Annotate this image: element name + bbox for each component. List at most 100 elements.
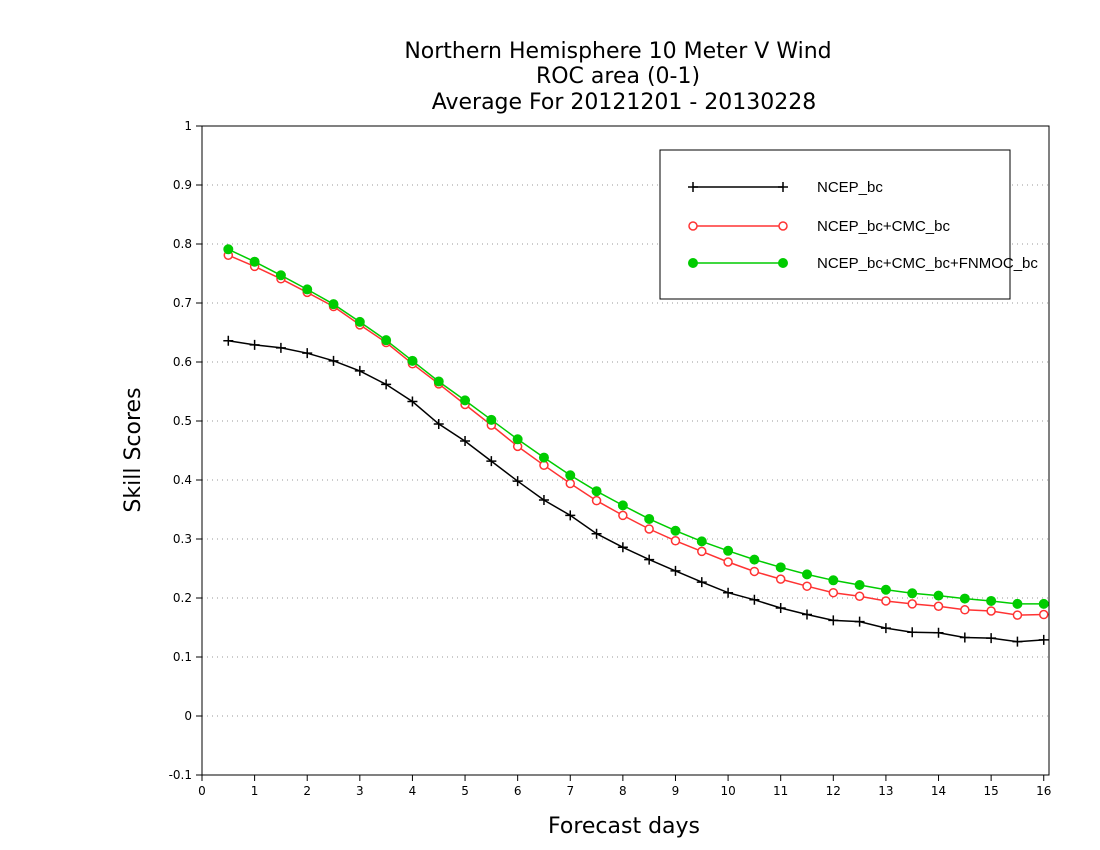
data-point	[881, 596, 891, 606]
y-tick-label: 0.8	[173, 237, 192, 251]
x-tick-label: 13	[878, 784, 893, 798]
data-point	[802, 569, 812, 580]
ticks: -0.100.10.20.30.40.50.60.70.80.910 1 2 3 4 5 6…	[169, 119, 1052, 798]
y-tick-label: 0.9	[173, 178, 192, 192]
y-tick-label: 0.5	[173, 414, 192, 428]
series-0	[223, 335, 1049, 647]
data-point	[512, 476, 523, 487]
series-line	[227, 248, 1044, 605]
legend-marker-ncep-bc-cmc-bc-left	[688, 221, 698, 231]
legend-label-ncep-bc: NCEP_bc	[817, 179, 883, 196]
data-point	[723, 545, 734, 556]
data-point	[670, 536, 681, 546]
y-axis-label: Skill Scores	[121, 387, 146, 512]
chart-title-line-3: Average For 20121201 - 20130228	[432, 90, 817, 115]
data-point	[802, 609, 812, 620]
legend-item-ncep-bc-cmc-bc-fnmoc-bc: NCEP_bc+CMC_bc+FNMOC_bc	[688, 255, 1038, 272]
data-point	[460, 395, 471, 406]
legend-label-ncep-bc-cmc-bc: NCEP_bc+CMC_bc	[817, 218, 950, 235]
series-1	[223, 250, 1049, 620]
data-point	[775, 574, 786, 584]
data-point	[617, 500, 628, 511]
data-point	[407, 355, 418, 366]
data-point	[486, 456, 497, 467]
data-point	[328, 355, 339, 366]
data-point	[433, 376, 444, 387]
data-point	[960, 605, 970, 615]
data-point	[223, 244, 234, 255]
legend-marker-ncep-bc	[688, 182, 788, 192]
x-tick-label: 7	[566, 784, 574, 798]
data-point	[802, 581, 812, 591]
legend-marker-ncep-bc-cmc-bc-fnmoc-bc-right	[778, 258, 788, 268]
plot-frame	[201, 125, 1050, 776]
x-tick-label: 1	[251, 784, 259, 798]
data-point	[381, 379, 392, 390]
data-point	[1038, 609, 1049, 620]
data-point	[723, 587, 734, 598]
data-point	[618, 510, 628, 521]
data-point	[907, 599, 917, 609]
series-line	[228, 340, 1044, 643]
chart-title-line-1: Northern Hemisphere 10 Meter V Wind	[404, 39, 831, 64]
data-point	[407, 396, 418, 407]
data-point	[986, 595, 997, 606]
y-tick-label: 0.7	[173, 296, 192, 310]
y-tick-label: 0.4	[173, 473, 192, 487]
legend-item-ncep-bc-cmc-bc: NCEP_bc+CMC_bc	[688, 218, 950, 235]
x-tick-label: 10	[720, 784, 735, 798]
data-point	[749, 566, 760, 577]
x-axis-label: Forecast days	[548, 814, 700, 839]
data-point	[670, 525, 681, 536]
data-point	[275, 270, 286, 281]
x-tick-label: 0	[198, 784, 206, 798]
data-point	[880, 584, 891, 595]
data-point	[460, 436, 471, 447]
data-point	[933, 627, 944, 638]
y-tick-label: 0.6	[173, 355, 192, 369]
series-layer	[223, 244, 1049, 647]
legend: NCEP_bc NCEP_bc+CMC_bc NCEP_bc+CMC_bc+FN…	[659, 149, 1038, 300]
data-point	[591, 486, 602, 497]
data-point	[644, 524, 654, 534]
data-point	[723, 557, 733, 567]
series-2	[223, 244, 1049, 609]
x-tick-label: 8	[619, 784, 627, 798]
y-tick-label: 0.1	[173, 650, 192, 664]
x-tick-label: 4	[409, 784, 417, 798]
data-point	[828, 587, 839, 598]
x-tick-label: 5	[461, 784, 469, 798]
data-point	[617, 542, 628, 553]
data-point	[775, 603, 786, 614]
data-point	[512, 434, 523, 445]
data-point	[1038, 634, 1049, 645]
legend-item-ncep-bc: NCEP_bc	[688, 179, 883, 196]
data-point	[854, 616, 865, 627]
data-point	[670, 565, 681, 576]
data-point	[696, 577, 707, 588]
x-tick-label: 15	[983, 784, 998, 798]
y-tick-label: 0.3	[173, 532, 192, 546]
data-point	[749, 594, 760, 605]
data-point	[275, 342, 286, 353]
data-point	[986, 633, 997, 644]
x-tick-label: 9	[672, 784, 680, 798]
data-point	[828, 575, 839, 586]
data-point	[644, 513, 655, 524]
data-point	[775, 562, 786, 573]
data-point	[749, 554, 760, 565]
data-point	[565, 478, 576, 489]
legend-marker-ncep-bc-cmc-bc-right	[778, 221, 788, 231]
data-point	[959, 632, 970, 643]
data-point	[565, 510, 576, 521]
legend-box	[659, 149, 1011, 300]
data-point	[854, 580, 865, 591]
data-point	[1012, 598, 1023, 609]
legend-marker-ncep-bc-cmc-bc-fnmoc-bc-left	[688, 258, 698, 268]
y-tick-label: 1	[184, 119, 192, 133]
data-point	[433, 418, 444, 429]
data-point	[1012, 610, 1023, 620]
chart-title-line-2: ROC area (0-1)	[536, 64, 700, 89]
data-point	[381, 335, 392, 346]
data-point	[565, 470, 576, 481]
